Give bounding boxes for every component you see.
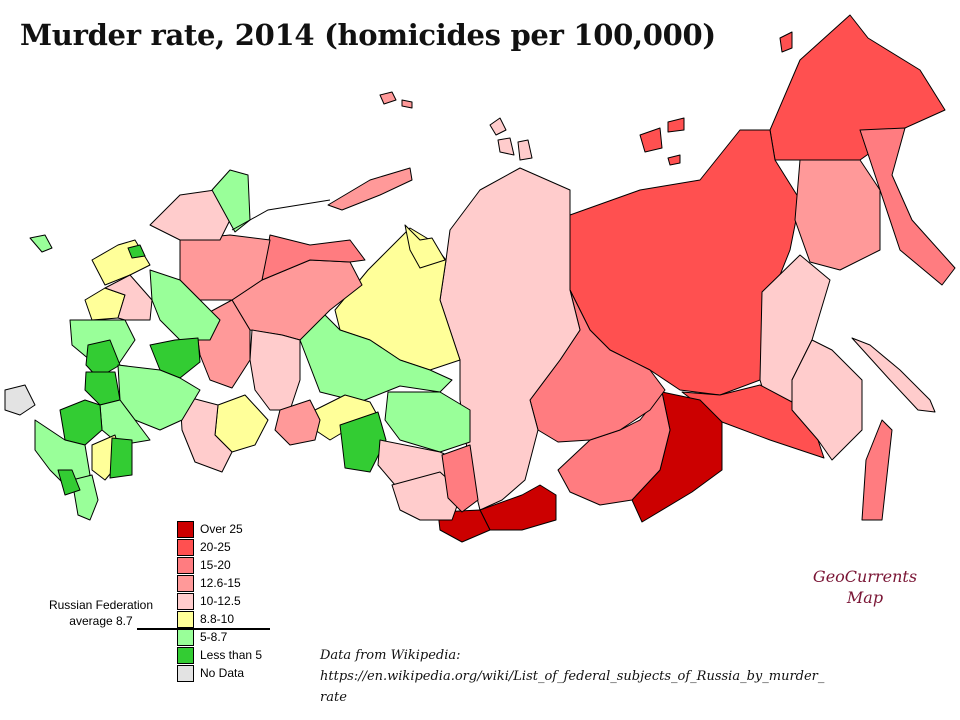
geocurrents-logo: GeoCurrents Map	[790, 566, 940, 608]
legend-label: 20-25	[200, 540, 231, 554]
brand-line: Map	[846, 588, 884, 607]
federal-subject-region	[179, 394, 233, 473]
source-url[interactable]: https://en.wikipedia.org/wiki/List_of_fe…	[320, 669, 825, 684]
legend-label: 8.8-10	[200, 612, 235, 626]
legend-label: 12.6-15	[200, 576, 241, 590]
legend-item: No Data	[177, 664, 262, 682]
federal-subject-region	[104, 274, 153, 321]
federal-subject-region	[84, 371, 121, 406]
legend-swatch	[177, 610, 194, 628]
legend-item: Less than 5	[177, 646, 262, 664]
legend-swatch	[177, 574, 194, 592]
legend-item: Over 25	[177, 520, 262, 538]
federal-subject-region	[261, 234, 366, 281]
federal-subject-region	[489, 117, 507, 136]
federal-subject-region	[557, 391, 671, 506]
source-note: Data from Wikipedia: https://en.wikipedi…	[320, 645, 920, 708]
federal-subject-region	[497, 137, 515, 156]
legend-label: Less than 5	[200, 648, 263, 662]
federal-subject-region	[667, 117, 685, 133]
federal-subject-region	[639, 127, 663, 153]
legend-swatch	[177, 556, 194, 574]
federal-subject-region	[517, 139, 533, 161]
federal-subject-region	[441, 444, 479, 513]
legend-label: 5-8.7	[200, 630, 228, 644]
legend-swatch	[177, 520, 194, 538]
federal-subject-region	[57, 469, 81, 496]
legend-swatch	[177, 664, 194, 682]
federal-subject-region	[861, 419, 893, 521]
legend: Over 25 20-25 15-20 12.6-15 10-12.5 8.8-…	[177, 520, 262, 682]
brand-line: GeoCurrents	[812, 567, 918, 586]
federal-subject-region	[681, 384, 825, 459]
map-title: Murder rate, 2014 (homicides per 100,000…	[20, 18, 716, 52]
federal-subject-region	[274, 399, 321, 446]
federal-subject-region	[401, 99, 413, 109]
federal-subject-region	[339, 411, 387, 473]
federal-subject-region	[851, 337, 936, 413]
legend-label: 15-20	[200, 558, 231, 572]
federal-subject-region	[859, 127, 956, 286]
federal-subject-region	[791, 339, 863, 461]
average-divider-line	[137, 628, 270, 630]
legend-swatch	[177, 646, 194, 664]
legend-item: 20-25	[177, 538, 262, 556]
legend-swatch	[177, 628, 194, 646]
federal-subject-region	[29, 234, 53, 253]
legend-swatch	[177, 592, 194, 610]
federation-average-note: Russian Federation average 8.7	[42, 597, 160, 629]
federal-subject-region	[667, 154, 681, 166]
federal-subject-region	[779, 31, 793, 53]
legend-label: Over 25	[200, 522, 243, 536]
federal-subject-region	[327, 167, 413, 211]
federal-subject-region	[794, 159, 881, 271]
federal-subject-region	[109, 437, 133, 479]
federal-subject-region	[479, 484, 557, 531]
federal-subject-region	[384, 391, 471, 453]
federal-subject-region	[769, 14, 946, 161]
federal-subject-region	[391, 471, 463, 521]
federal-subject-region	[211, 169, 251, 233]
federal-subject-region	[149, 269, 221, 341]
legend-item: 8.8-10	[177, 610, 262, 628]
source-label: Data from Wikipedia:	[320, 648, 461, 663]
average-value: average 8.7	[69, 614, 133, 628]
legend-item: 5-8.7	[177, 628, 262, 646]
federal-subject-region	[127, 244, 146, 259]
source-url-cont[interactable]: rate	[320, 690, 347, 705]
legend-item: 10-12.5	[177, 592, 262, 610]
legend-item: 12.6-15	[177, 574, 262, 592]
boundary-line	[231, 199, 331, 231]
average-label: Russian Federation	[48, 598, 154, 612]
legend-item: 15-20	[177, 556, 262, 574]
federal-subject-region	[59, 399, 103, 446]
legend-label: 10-12.5	[200, 594, 241, 608]
federal-subject-region	[4, 384, 36, 416]
legend-label: No Data	[200, 666, 245, 680]
federal-subject-region	[249, 329, 301, 411]
federal-subject-region	[379, 91, 397, 105]
federal-subject-region	[404, 224, 446, 269]
legend-swatch	[177, 538, 194, 556]
